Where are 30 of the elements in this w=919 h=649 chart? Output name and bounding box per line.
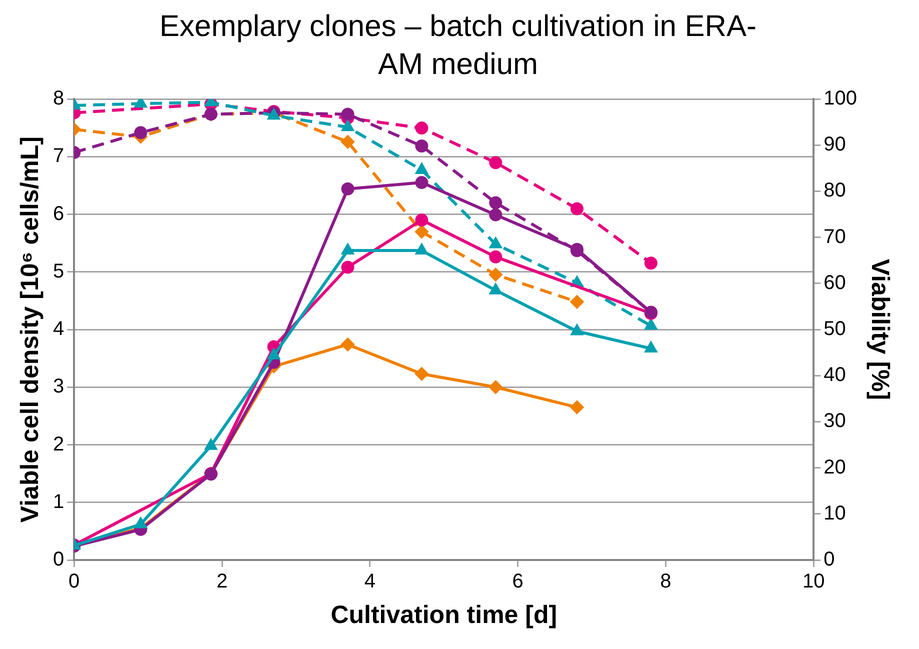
x-tick-label: 4 [364,570,376,593]
y2-axis-title: Viability [%] [866,258,894,400]
y2-tick-label: 90 [824,134,846,156]
y-tick-label: 4 [53,318,64,340]
y-tick-label: 7 [53,145,64,168]
x-tick-label: 8 [660,570,672,593]
y2-tick-label: 100 [824,88,858,110]
y-tick-label: 0 [53,548,64,571]
y2-tick-label: 10 [824,502,846,524]
x-tick-label: 10 [802,570,825,593]
x-tick-label: 2 [216,570,228,593]
y2-tick-label: 0 [824,548,835,571]
x-axis-title: Cultivation time [d] [330,600,558,629]
y2-tick-label: 60 [824,272,846,294]
chart-title: Exemplary clones – batch cultivation in ERA-AM medium [158,9,758,83]
y2-tick-label: 30 [824,410,846,432]
x-tick-label: 6 [512,570,524,593]
y-tick-label: 6 [53,202,64,225]
y-tick-label: 2 [53,433,64,456]
y-tick-label: 5 [53,260,64,282]
y-tick-label: 1 [53,490,64,513]
y2-tick-label: 20 [824,456,846,478]
y-tick-label: 3 [53,376,64,398]
y-tick-label: 8 [53,88,64,110]
y2-tick-label: 50 [824,318,846,340]
y2-tick-label: 80 [824,180,846,202]
y2-tick-label: 70 [824,226,846,248]
y2-tick-label: 40 [824,364,846,386]
y-axis-title: Viable cell density [10⁶ cells/mL] [16,136,44,523]
x-tick-label: 0 [68,570,80,593]
